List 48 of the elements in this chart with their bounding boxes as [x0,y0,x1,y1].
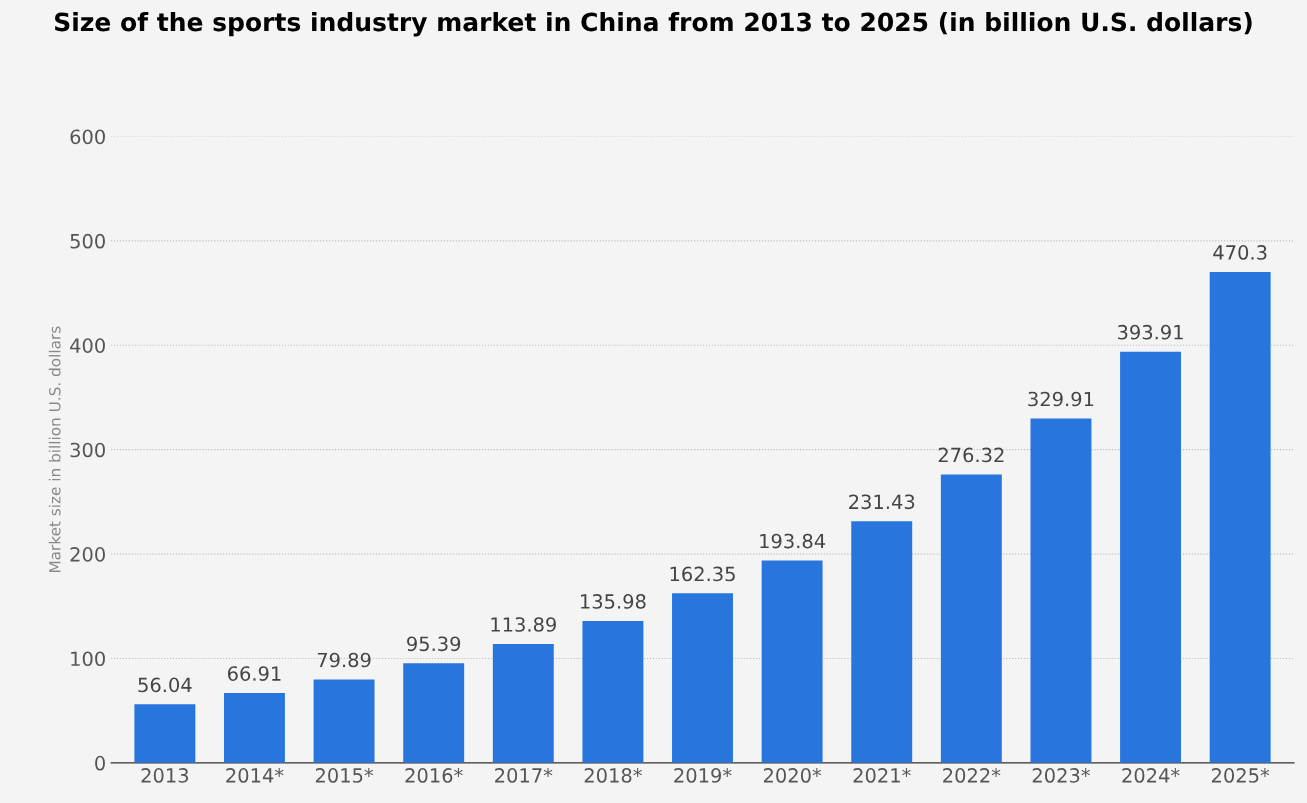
y-axis-title: Market size in billion U.S. dollars [48,326,61,573]
bar [1030,418,1092,763]
y-tick-label: 0 [95,755,105,771]
bar [1120,351,1182,763]
x-tick-label: 2024* [1122,768,1180,783]
data-label: 231.43 [849,494,915,510]
bar [940,474,1002,763]
data-label: 79.89 [317,652,371,668]
bar [851,521,913,763]
bar [313,679,375,763]
data-label: 193.84 [760,533,826,549]
chart-title: Size of the sports industry market in China from 2013 to 2025 (in billion U.S. dollars) [55,12,1252,37]
data-label: 66.91 [227,666,281,681]
bar [492,643,554,763]
x-tick-label: 2017* [495,768,553,783]
data-label: 329.91 [1028,391,1094,407]
data-label: 56.04 [138,677,192,693]
data-label: 113.89 [491,617,556,632]
x-tick-label: 2021* [853,768,911,783]
data-label: 135.98 [581,594,646,609]
x-tick-label: 2015* [315,768,374,783]
y-tick-label: 500 [70,233,105,249]
data-label: 470.3 [1213,245,1267,260]
bar [403,663,465,763]
x-tick-label: 2022* [943,768,1001,783]
x-tick-label: 2014* [226,768,284,783]
bar [224,693,285,763]
x-tick-label: 2016* [405,768,463,783]
x-tick-label: 2023* [1032,768,1090,783]
y-tick-label: 600 [70,129,105,145]
x-tick-label: 2013 [141,768,189,783]
x-tick-label: 2019* [674,768,732,783]
data-label: 95.39 [407,636,461,652]
bar [134,704,196,763]
y-tick-label: 300 [70,442,105,458]
y-tick-label: 400 [70,338,105,353]
data-label: 276.32 [938,447,1004,463]
data-label: 393.91 [1118,324,1183,340]
bar [672,593,733,763]
data-label: 162.35 [670,566,735,582]
bar [582,620,644,763]
x-tick-label: 2020* [763,768,822,783]
bar [1209,271,1271,763]
x-tick-label: 2018* [584,768,642,783]
y-tick-label: 100 [71,651,105,667]
y-tick-label: 200 [70,547,105,562]
bar [761,560,823,763]
x-tick-label: 2025* [1211,768,1270,783]
